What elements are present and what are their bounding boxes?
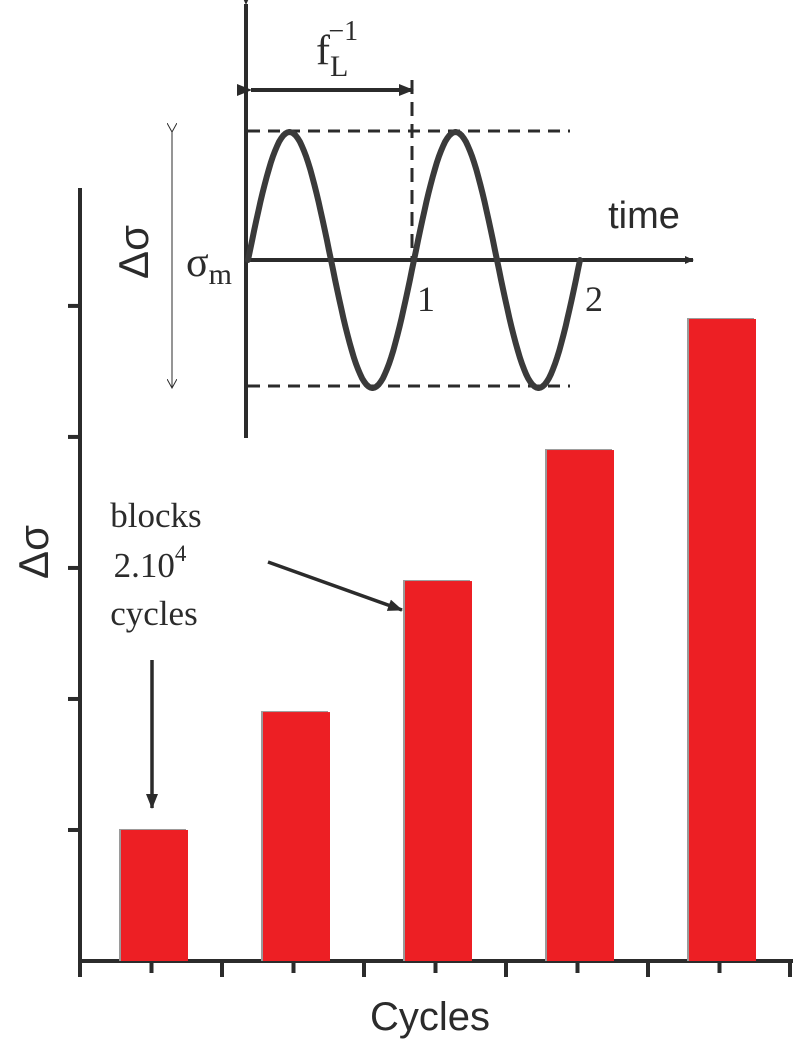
annotation-line-1: blocks: [110, 496, 201, 535]
bar-4: [547, 450, 614, 961]
main-axes: [68, 188, 793, 977]
annotation-line-3: cycles: [110, 594, 197, 633]
annotation-line-2: 2.104: [114, 541, 187, 585]
inset-tick-2: 2: [585, 279, 603, 319]
inset-period-label: fL−1: [316, 16, 358, 83]
bar-3: [405, 581, 472, 961]
y-axis-ticks: [68, 303, 78, 832]
x-axis-ticks: [78, 963, 792, 977]
y-axis-label: Δσ: [10, 525, 57, 579]
bar-series: [119, 318, 756, 961]
inset-time-label: time: [608, 195, 680, 237]
inset-sine-wave: [245, 129, 583, 391]
x-axis-label: Cycles: [370, 995, 490, 1039]
inset-tick-1: 1: [417, 279, 435, 319]
inset-mean-label: σm: [186, 240, 232, 291]
blocks-annotation: blocks 2.104 cycles: [110, 496, 403, 809]
inset-delta-label: Δσ: [110, 225, 157, 279]
bar-2: [263, 712, 330, 961]
bar-1: [121, 829, 188, 961]
bar-5: [689, 319, 756, 961]
inset-load-waveform: time 1 2 σm fL−1 Δσ: [110, 0, 694, 438]
annotation-arrow-diagonal: [267, 560, 403, 612]
